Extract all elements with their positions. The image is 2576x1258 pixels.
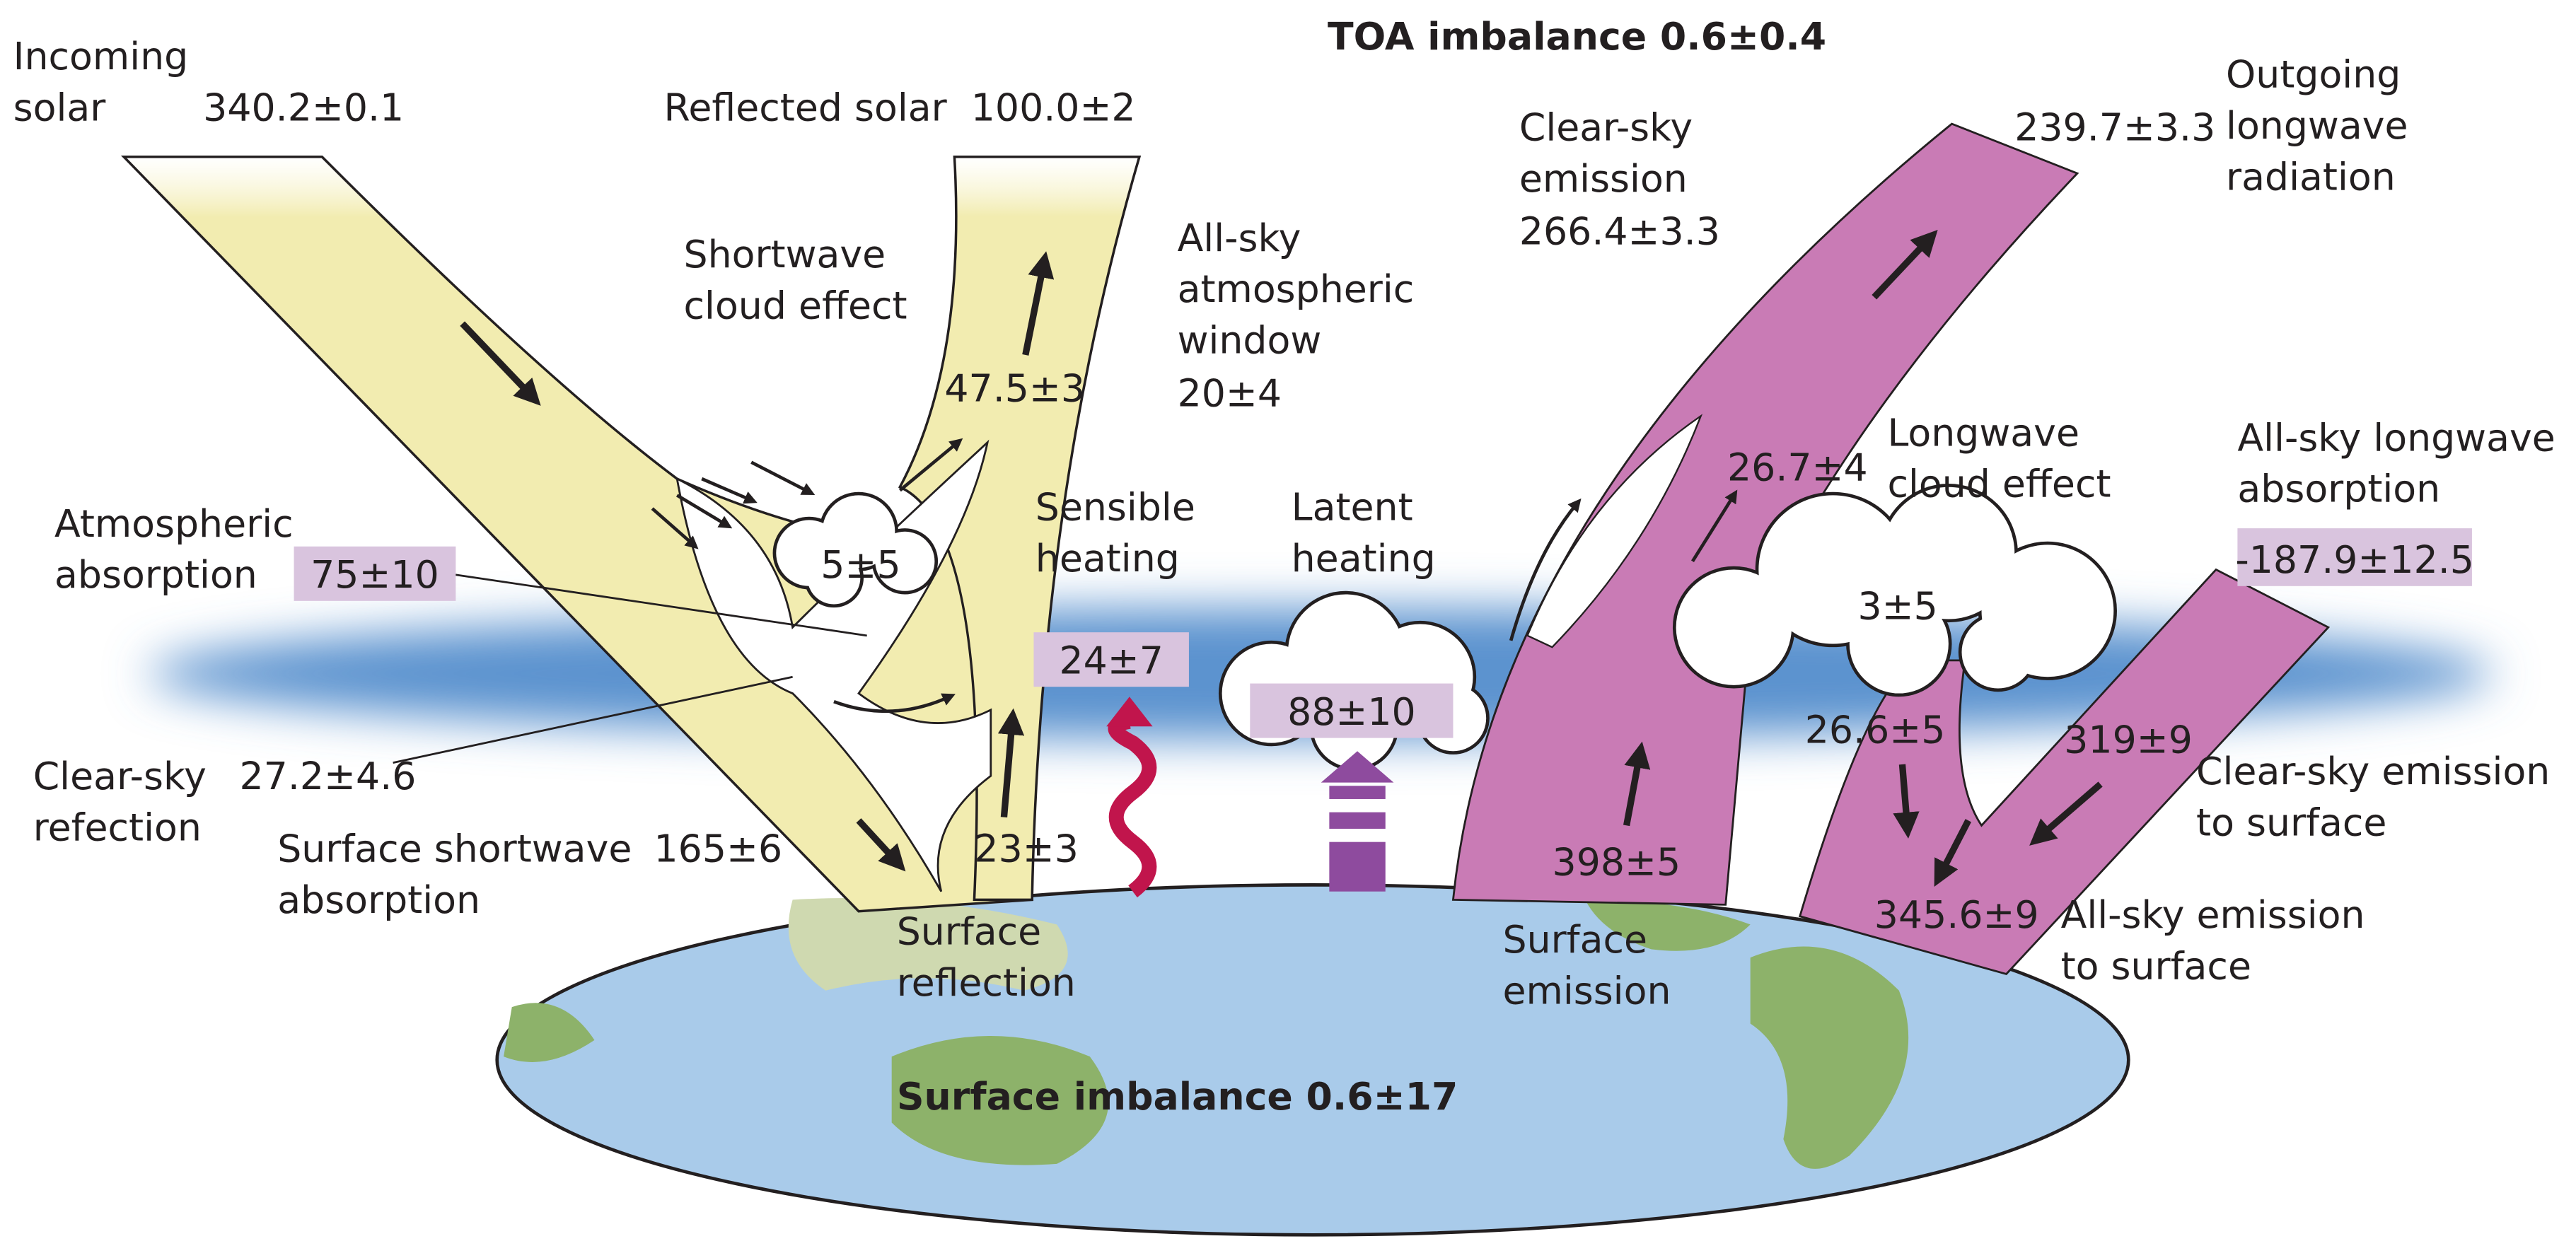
label-line: All-sky	[1178, 216, 1301, 260]
label-line: refection	[33, 805, 202, 849]
sensible-heat-arrow	[1106, 697, 1157, 898]
label: Surface reflection	[897, 909, 1076, 1004]
label: Incoming solar	[13, 34, 189, 129]
label: Longwave cloud effect	[1887, 410, 2111, 506]
flow-value: 26.6±5	[1805, 708, 1946, 752]
flow-value: 26.7±4	[1727, 445, 1868, 489]
flow-value: 398±5	[1553, 839, 1681, 884]
label-line: Latent	[1292, 484, 1413, 529]
label-line: to surface	[2061, 943, 2251, 988]
value-box	[1033, 632, 1189, 687]
label-line: emission	[1519, 156, 1688, 201]
leader-line	[453, 573, 867, 637]
label-line: emission	[1502, 968, 1671, 1013]
flow-value: 47.5±3	[944, 366, 1085, 410]
earth	[495, 883, 2130, 1237]
flow-value: 266.4±3.3	[1519, 209, 1720, 254]
flow-value: 340.2±0.1	[203, 85, 404, 129]
label-line: cloud effect	[684, 284, 907, 328]
cloud-small	[772, 491, 939, 608]
label-line: Clear-sky emission	[2196, 749, 2550, 793]
label: Sensible heating	[1035, 484, 1195, 580]
label: All-sky longwave absorption	[2237, 415, 2555, 511]
boxed-value: 88±10	[1287, 689, 1416, 734]
label-line: reflection	[897, 960, 1076, 1005]
label: Shortwave cloud effect	[684, 232, 907, 327]
label-line: radiation	[2226, 154, 2396, 199]
label: Outgoing longwave radiation	[2226, 52, 2408, 199]
flow-value: 165±6	[654, 827, 783, 871]
value-box	[2237, 528, 2472, 586]
label-line: Surface	[1502, 917, 1647, 962]
label-line: heating	[1292, 536, 1436, 581]
label-line: to surface	[2196, 800, 2386, 844]
surface-imbalance: Surface imbalance 0.6±17	[897, 1074, 1458, 1119]
label-line: All-sky longwave	[2237, 415, 2555, 460]
label: Atmospheric absorption	[54, 501, 294, 597]
value-box	[294, 546, 456, 601]
label-line: Longwave	[1887, 410, 2079, 455]
flow-value: 345.6±9	[1874, 892, 2039, 937]
label-line: window	[1178, 318, 1322, 363]
label-line: Outgoing	[2226, 52, 2401, 97]
label: Latent heating	[1292, 484, 1436, 580]
flow-value: 27.2±4.6	[240, 754, 417, 798]
label-line: Incoming	[13, 34, 189, 78]
label-line: absorption	[2237, 467, 2440, 511]
label: Clear-sky emission	[1519, 105, 1693, 200]
label: Surface shortwave absorption	[277, 827, 632, 922]
flow-value: 20±4	[1178, 371, 1282, 415]
label-line: Surface	[897, 909, 1042, 953]
flow-value: 239.7±3.3	[2014, 105, 2215, 149]
label-line: Surface shortwave	[277, 827, 632, 871]
label-line: atmospheric	[1178, 267, 1415, 311]
label-line: longwave	[2226, 103, 2408, 148]
label-line: All-sky emission	[2061, 892, 2365, 937]
leader-line	[393, 675, 793, 764]
flow-value: 5±5	[820, 542, 900, 587]
boxed-value: 24±7	[1059, 639, 1163, 683]
boxed-value: 75±10	[311, 552, 439, 597]
label-line: cloud effect	[1887, 462, 2111, 506]
flow-value: 3±5	[1857, 583, 1937, 628]
label-line: Atmospheric	[54, 501, 294, 546]
label-line: Clear-sky	[1519, 105, 1693, 149]
label: Reflected solar	[664, 85, 948, 129]
flow-value: 100.0±2	[971, 85, 1136, 129]
toa-imbalance: TOA imbalance 0.6±0.4	[1328, 14, 1826, 59]
label-line: solar	[13, 85, 107, 129]
label-line: heating	[1035, 536, 1180, 581]
label-line: absorption	[277, 878, 480, 922]
small-arrows	[651, 438, 1738, 714]
cloud-large	[1672, 484, 2117, 697]
label-line: Shortwave	[684, 232, 886, 276]
label-line: Reflected solar	[664, 85, 948, 129]
label: Clear-sky refection	[33, 754, 207, 849]
flow-value: 319±9	[2064, 718, 2193, 762]
label: Clear-sky emission to surface	[2196, 749, 2550, 844]
flow-arrows	[460, 229, 2103, 887]
value-box	[1250, 683, 1454, 738]
flow-value: 23±3	[974, 827, 1078, 871]
label-line: Clear-sky	[33, 754, 207, 798]
label: All-sky emission to surface	[2061, 892, 2365, 988]
label: All-sky atmospheric window	[1178, 216, 1415, 363]
label-line: absorption	[54, 552, 257, 597]
outgoing-longwave-band	[1451, 122, 2079, 906]
label: Surface emission	[1502, 917, 1671, 1013]
latent-heat-arrow	[1321, 751, 1394, 892]
window-gap	[1526, 414, 1703, 648]
boxed-value: -187.9±12.5	[2235, 537, 2474, 582]
label-line: Sensible	[1035, 484, 1195, 529]
